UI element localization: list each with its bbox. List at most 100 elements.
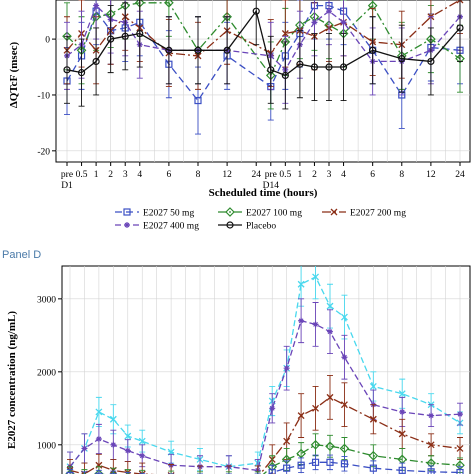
x-tick-label: 1 — [94, 170, 99, 180]
y-tick-label: 0 — [45, 36, 50, 46]
legend: E2027 50 mg E2027 100 mg E2027 200 mg E2027… — [115, 207, 406, 232]
data-point — [369, 382, 377, 390]
error-bar — [327, 454, 333, 471]
data-point — [312, 404, 320, 412]
x-tick-label: 24 — [455, 170, 465, 180]
x-tick-sublabel: D14 — [263, 181, 280, 191]
legend-label: Placebo — [246, 222, 276, 232]
concentration-chart: 1000 2000 3000 E2027 concentration (ng/mL) — [6, 265, 471, 474]
data-point — [456, 0, 464, 4]
legend-marker — [226, 221, 234, 229]
data-point — [95, 435, 102, 442]
x-tick-label: 4 — [137, 170, 142, 180]
error-bar — [67, 466, 73, 474]
error-bar — [283, 460, 290, 474]
data-point — [326, 8, 332, 15]
series-line — [267, 461, 461, 474]
data-point — [138, 470, 146, 474]
x-tick-label: 2 — [312, 170, 317, 180]
data-point — [138, 437, 146, 445]
concentration-series — [65, 266, 465, 474]
error-bar — [110, 470, 117, 474]
data-point — [427, 441, 435, 449]
error-bar — [457, 466, 463, 474]
error-bar — [253, 0, 260, 46]
data-point — [77, 69, 86, 77]
x-tick-label: 3 — [327, 170, 332, 180]
data-point — [369, 464, 377, 472]
data-point — [139, 452, 146, 459]
legend-item: E2027 200 mg — [322, 209, 406, 219]
error-bar — [110, 467, 117, 474]
data-point — [109, 415, 117, 423]
qtcf-y-axis-label: ΔQTcF (msec) — [8, 42, 20, 109]
data-point — [455, 53, 465, 64]
error-bar — [370, 460, 377, 474]
data-point — [399, 408, 406, 415]
data-point — [427, 57, 435, 66]
x-tick-label: 12 — [426, 170, 436, 180]
x-tick-label: pre — [265, 170, 277, 180]
panel-label: Panel D — [2, 249, 41, 261]
data-point — [297, 412, 305, 420]
data-point — [341, 354, 348, 361]
legend-marker — [225, 207, 235, 217]
data-point — [311, 19, 318, 26]
error-bar — [168, 464, 175, 474]
y-tick-label: -10 — [37, 91, 50, 101]
y-tick-label: 1000 — [37, 441, 56, 451]
x-tick-label: 0.5 — [76, 170, 88, 180]
error-bar — [95, 469, 102, 474]
qtcf-y-axis: -20 -10 0 — [37, 36, 56, 157]
concentration-y-axis-label: E2027 concentration (ng/mL) — [6, 311, 18, 449]
error-bar — [139, 469, 146, 474]
data-point — [298, 317, 305, 324]
data-point — [312, 273, 320, 281]
legend-label: E2027 400 mg — [143, 222, 199, 232]
data-point — [428, 412, 435, 419]
data-point — [310, 439, 321, 450]
data-point — [327, 328, 333, 335]
qtcf-x-axis-label: Scheduled time (hours) — [209, 187, 318, 199]
error-bar — [124, 469, 131, 474]
data-point — [283, 365, 290, 372]
data-point — [297, 461, 305, 469]
error-bar — [124, 472, 131, 474]
error-bar — [254, 465, 261, 474]
series-line — [70, 444, 461, 474]
data-point — [124, 447, 131, 454]
qtcf-series — [62, 0, 465, 135]
data-point — [136, 29, 144, 38]
data-point — [281, 71, 289, 80]
x-tick-label: 1 — [298, 170, 303, 180]
concentration-y-axis: 1000 2000 3000 — [37, 295, 62, 451]
series-line — [69, 319, 461, 472]
data-point — [340, 19, 347, 26]
x-tick-label: 3 — [123, 170, 128, 180]
data-point — [283, 464, 291, 472]
data-point — [398, 466, 406, 474]
data-point — [340, 401, 348, 409]
data-point — [165, 46, 173, 54]
data-point — [398, 390, 406, 398]
data-point — [340, 313, 348, 321]
y-tick-label: -20 — [37, 147, 50, 157]
data-point — [340, 460, 349, 468]
data-point — [267, 66, 275, 74]
x-tick-label: 12 — [222, 170, 232, 180]
error-bar — [168, 470, 175, 474]
data-point — [312, 321, 319, 328]
data-point — [194, 46, 202, 54]
data-point — [167, 472, 175, 474]
data-point — [326, 302, 334, 310]
data-point — [281, 30, 289, 37]
legend-item: Placebo — [218, 221, 276, 232]
error-bar — [312, 266, 319, 300]
data-point — [325, 441, 335, 452]
data-point — [398, 55, 406, 63]
data-point — [427, 468, 435, 474]
y-tick-label: 3000 — [37, 295, 56, 305]
